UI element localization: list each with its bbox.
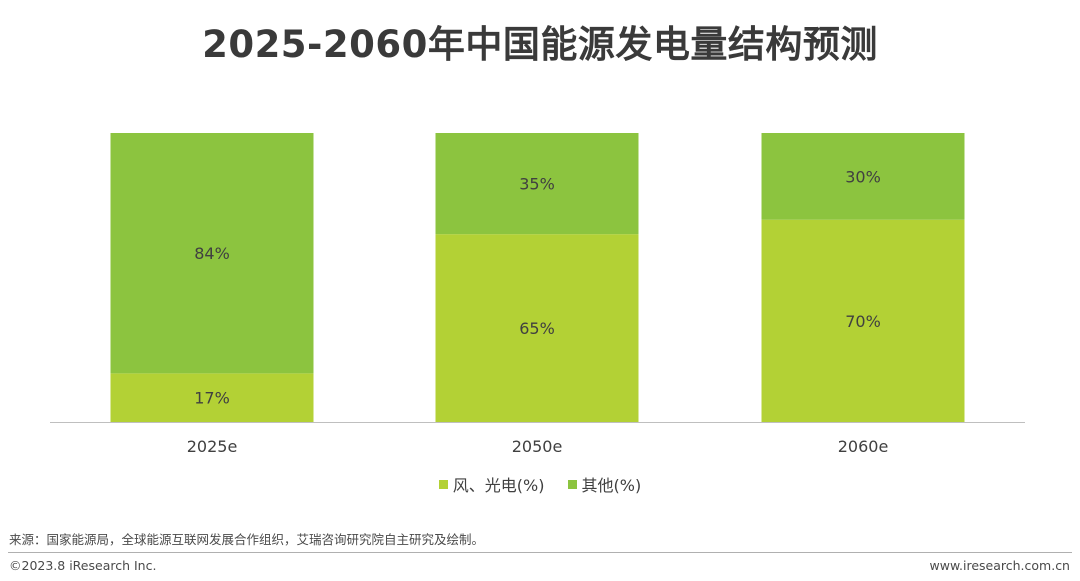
source-note: 来源：国家能源局，全球能源互联网发展合作组织，艾瑞咨询研究院自主研究及绘制。 <box>9 532 485 547</box>
website-link[interactable]: www.iresearch.com.cn <box>929 558 1071 573</box>
bar-2050e-series-1 <box>435 133 639 235</box>
legend-swatch-other <box>567 479 577 489</box>
chart-title: 2025-2060年中国能源发电量结构预测 <box>202 23 878 66</box>
data-label-2050e-series-1: 35% <box>519 175 555 194</box>
data-label-2025e-series-1: 84% <box>194 244 230 263</box>
legend-item-other: 其他(%) <box>567 472 642 496</box>
x-tick-label-2050e: 2050e <box>512 437 563 456</box>
copyright-text: ©2023.8 iResearch Inc. <box>9 558 157 573</box>
bar-2025e-series-1 <box>110 133 314 374</box>
bar-2050e-series-0 <box>435 234 639 422</box>
data-label-2060e-series-1: 30% <box>845 167 881 186</box>
legend-swatch-wind-solar <box>438 479 448 489</box>
legend-label-other: 其他(%) <box>581 476 642 495</box>
bar-2060e-series-0 <box>761 219 965 422</box>
legend-label-wind-solar: 风、光电(%) <box>452 476 545 495</box>
x-tick-label-2060e: 2060e <box>838 437 889 456</box>
bar-2025e-series-0 <box>110 373 314 422</box>
bar-2060e-series-1 <box>761 133 965 220</box>
legend-item-wind-solar: 风、光电(%) <box>438 472 545 496</box>
chart-legend: 风、光电(%) 其他(%) <box>0 472 1080 496</box>
x-tick-label-2025e: 2025e <box>187 437 238 456</box>
data-label-2050e-series-0: 65% <box>519 319 555 338</box>
data-label-2060e-series-0: 70% <box>845 312 881 331</box>
footer-divider <box>8 552 1072 553</box>
data-label-2025e-series-0: 17% <box>194 389 230 408</box>
